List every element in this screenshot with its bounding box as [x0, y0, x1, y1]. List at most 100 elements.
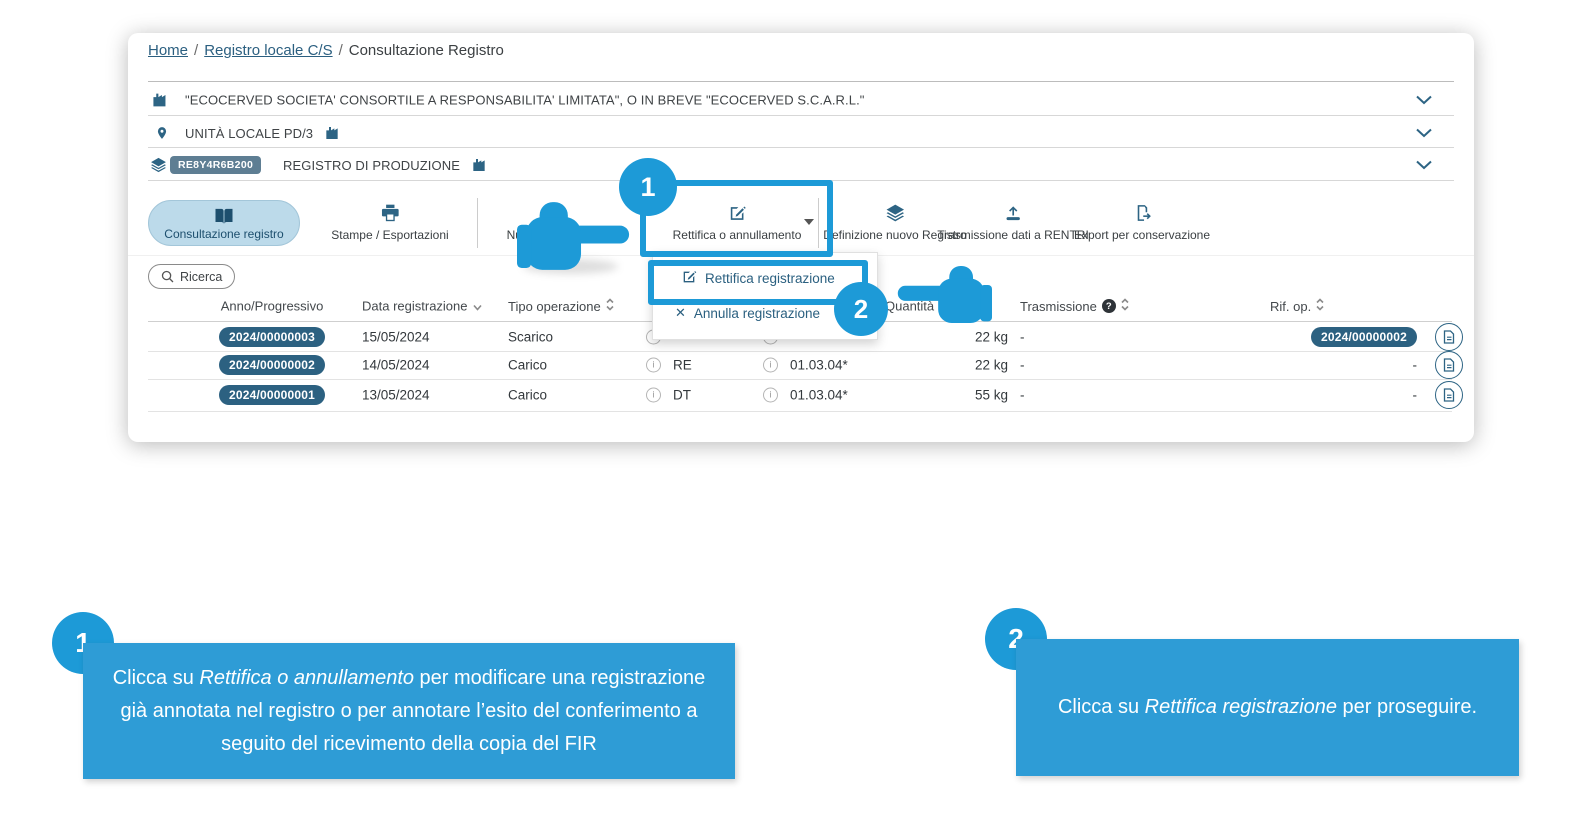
unit-name: UNITÀ LOCALE PD/3 [185, 125, 341, 141]
trasmissione-value: - [1020, 329, 1025, 344]
data-registrazione-value: 13/05/2024 [362, 387, 430, 403]
tab-consultazione-registro[interactable]: Consultazione registro [148, 200, 300, 246]
toolbar-separator [818, 198, 819, 248]
sort-both-icon [1121, 298, 1129, 314]
anno-progressivo-badge: 2024/00000003 [216, 326, 328, 347]
data-registrazione-value: 14/05/2024 [362, 357, 430, 373]
breadcrumb-section-link[interactable]: Registro locale C/S [204, 42, 333, 59]
search-icon [161, 270, 174, 283]
location-pin-icon [155, 124, 169, 142]
info-icon[interactable]: i [646, 357, 661, 373]
context-row-registry[interactable]: RE8Y4R6B200 REGISTRO DI PRODUZIONE [128, 150, 1474, 180]
search-button[interactable]: Ricerca [148, 264, 236, 289]
divider [148, 81, 1454, 82]
layers-icon [150, 157, 167, 174]
breadcrumb-separator: / [338, 42, 343, 59]
column-header-data[interactable]: Data registrazione [362, 299, 482, 314]
factory-icon [152, 92, 169, 109]
breadcrumb: Home / Registro locale C/S / Consultazione R… [148, 42, 504, 59]
divider [148, 379, 1452, 380]
upload-icon [1003, 203, 1023, 223]
document-icon [1443, 358, 1455, 372]
document-button[interactable] [1435, 381, 1463, 409]
data-registrazione-value: 15/05/2024 [362, 329, 430, 344]
tipo-operazione-value: Scarico [508, 329, 554, 344]
tab-label: Nuova registrazione [506, 228, 614, 242]
company-name: "ECOCERVED SOCIETA' CONSORTILE A RESPONS… [185, 92, 865, 108]
breadcrumb-separator: / [194, 42, 199, 59]
menu-item-label: Annulla registrazione [693, 305, 820, 321]
tipo-operazione-value: Carico [508, 387, 548, 403]
document-icon [1443, 329, 1455, 344]
app-screenshot-card: Home / Registro locale C/S / Consultazione R… [128, 33, 1474, 442]
close-icon: ✕ [675, 305, 686, 320]
sort-both-icon [1316, 298, 1324, 314]
info-icon[interactable]: i [763, 387, 778, 403]
breadcrumb-current: Consultazione Registro [348, 42, 504, 59]
menu-item-rettifica-registrazione[interactable]: Rettifica registrazione [681, 269, 835, 288]
column-header-tipo[interactable]: Tipo operazione [508, 298, 614, 314]
document-icon [1443, 388, 1455, 402]
registry-name: REGISTRO DI PRODUZIONE [283, 157, 488, 173]
info-icon[interactable]: i [763, 357, 778, 373]
rif-op-value: - [1412, 387, 1418, 403]
anno-progressivo-badge: 2024/00000002 [216, 355, 328, 375]
edit-icon [681, 269, 697, 288]
quantita-value: 22 kg [974, 329, 1008, 344]
info-icon[interactable]: i [646, 387, 661, 403]
dropdown-caret-icon [804, 219, 814, 225]
tab-definizione-nuovo-registro[interactable]: Definizione nuovo Registro [823, 203, 967, 242]
open-book-icon [213, 205, 235, 225]
edit-icon [728, 203, 747, 223]
trasmissione-value: - [1020, 357, 1025, 373]
column-header-trasmissione[interactable]: Trasmissione ? [1020, 298, 1129, 314]
tab-label: Consultazione registro [164, 227, 284, 241]
quantita-value: 22 kg [974, 357, 1008, 373]
tab-label: Stampe / Esportazioni [331, 228, 449, 242]
table-row[interactable]: 2024/00000001 13/05/2024 Carico i DT i 0… [128, 380, 1474, 410]
tab-label: Rettifica o annullamento [672, 228, 802, 242]
tab-label: Trasmissione dati a RENTRI [937, 228, 1089, 242]
column-header-quantita[interactable]: Quantità [885, 298, 935, 314]
tab-trasmissione-dati-rentri[interactable]: Trasmissione dati a RENTRI [937, 203, 1089, 242]
help-icon[interactable]: ? [1101, 299, 1116, 313]
factory-icon [472, 157, 488, 173]
table-header-row: Anno/Progressivo Data registrazione Tipo… [128, 295, 1474, 317]
table-row[interactable]: 2024/00000002 14/05/2024 Carico i RE i 0… [128, 351, 1474, 379]
tab-nuova-registrazione[interactable]: Nuova registrazione [507, 203, 614, 242]
document-button[interactable] [1435, 322, 1463, 351]
factory-icon [325, 125, 341, 141]
search-label: Ricerca [180, 269, 223, 284]
chevron-down-icon[interactable] [1416, 95, 1432, 105]
trasmissione-value: - [1020, 387, 1025, 403]
breadcrumb-home-link[interactable]: Home [148, 42, 189, 59]
export-document-icon [1132, 203, 1151, 223]
column-header-rif-op[interactable]: Rif. op. [1270, 298, 1324, 314]
toolbar-separator [477, 198, 478, 248]
causale-value: RE [673, 357, 692, 373]
tab-rettifica-o-annullamento[interactable]: Rettifica o annullamento [672, 203, 802, 242]
printer-icon [380, 203, 400, 223]
table-row[interactable]: 2024/00000003 15/05/2024 Scarico i i 22 … [128, 322, 1474, 351]
quantita-value: 55 kg [974, 387, 1008, 403]
codice-eer-value: 01.03.04* [790, 387, 848, 403]
callout-step2-text: Clicca su Rettifica registrazione per pr… [1016, 639, 1519, 776]
chevron-down-icon[interactable] [1416, 128, 1432, 138]
step1-badge: 1 [619, 158, 677, 216]
sort-desc-icon [472, 299, 482, 314]
context-row-unit[interactable]: UNITÀ LOCALE PD/3 [128, 118, 1474, 148]
callout-step2: 2 Clicca su Rettifica registrazione per … [985, 608, 1519, 776]
callout-step1: 1 Clicca su Rettifica o annullamento per… [52, 612, 735, 779]
registry-code-badge: RE8Y4R6B200 [170, 156, 262, 174]
chevron-down-icon[interactable] [1416, 160, 1432, 170]
context-row-company[interactable]: "ECOCERVED SOCIETA' CONSORTILE A RESPONS… [128, 85, 1474, 115]
hand-shadow [523, 259, 618, 274]
step2-badge: 2 [834, 282, 888, 336]
rif-op-value: - [1412, 357, 1418, 373]
menu-item-annulla-registrazione[interactable]: ✕ Annulla registrazione [675, 305, 820, 321]
tab-export-conservazione[interactable]: Export per conservazione [1074, 203, 1210, 242]
document-button[interactable] [1435, 351, 1463, 379]
column-header-anno[interactable]: Anno/Progressivo [220, 298, 324, 314]
tab-stampe-esportazioni[interactable]: Stampe / Esportazioni [331, 203, 449, 242]
tipo-operazione-value: Carico [508, 357, 548, 373]
